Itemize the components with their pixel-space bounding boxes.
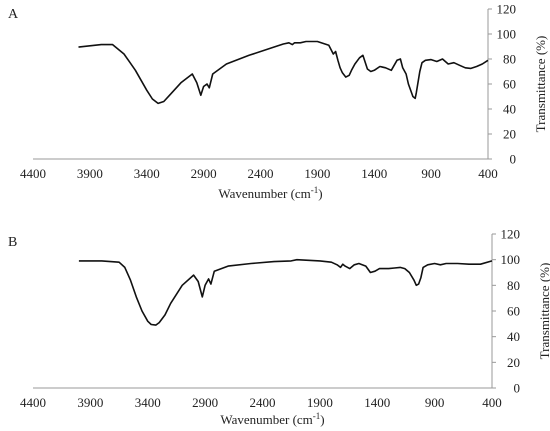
x-axis-title-main: Wavenumber (cm bbox=[220, 412, 312, 427]
y-tick-label: 120 bbox=[501, 227, 521, 242]
y-tick-label: 20 bbox=[503, 127, 516, 142]
x-tick-label: 900 bbox=[421, 166, 441, 181]
x-axis-title: Wavenumber (cm-1) bbox=[220, 411, 324, 427]
x-tick-label: 1400 bbox=[364, 395, 390, 410]
x-tick-label: 2400 bbox=[250, 395, 276, 410]
y-tick-label: 80 bbox=[503, 52, 516, 67]
x-tick-label: 2400 bbox=[248, 166, 274, 181]
y-axis-title: Transmittance (%) bbox=[533, 36, 548, 133]
x-axis-title-tail: ) bbox=[320, 412, 324, 427]
x-tick-label: 900 bbox=[425, 395, 445, 410]
x-tick-label: 400 bbox=[482, 395, 502, 410]
x-tick-label: 1400 bbox=[361, 166, 387, 181]
chart-panel-b: B 4400 3900 3400 2900 2400 1900 1400 900 400 0 20 40… bbox=[8, 227, 550, 428]
x-axis-title-main: Wavenumber (cm bbox=[218, 186, 310, 201]
x-axis-title-sup: -1 bbox=[313, 411, 321, 421]
y-tick-label: 80 bbox=[507, 278, 520, 293]
x-tick-label: 1900 bbox=[307, 395, 333, 410]
x-tick-label: 1900 bbox=[304, 166, 330, 181]
x-tick-label: 2900 bbox=[191, 166, 217, 181]
x-tick-label: 4400 bbox=[20, 395, 46, 410]
x-tick-label: 3400 bbox=[135, 395, 161, 410]
y-tick-label: 120 bbox=[497, 2, 517, 17]
x-tick-label: 3900 bbox=[77, 166, 103, 181]
y-tick-label: 60 bbox=[503, 77, 516, 92]
panel-label: B bbox=[8, 235, 17, 250]
y-tick-label: 100 bbox=[501, 252, 521, 267]
x-tick-label: 400 bbox=[478, 166, 498, 181]
y-tick-label: 0 bbox=[510, 152, 517, 167]
y-tick-label: 20 bbox=[507, 355, 520, 370]
y-tick-label: 40 bbox=[503, 102, 516, 117]
y-tick-label: 60 bbox=[507, 304, 520, 319]
y-tick-label: 0 bbox=[514, 381, 521, 396]
x-tick-label: 2900 bbox=[192, 395, 218, 410]
series-line-1 bbox=[78, 258, 493, 326]
y-tick-label: 100 bbox=[497, 27, 517, 42]
x-axis-title: Wavenumber (cm-1) bbox=[218, 185, 322, 201]
panel-label: A bbox=[8, 7, 19, 22]
x-axis-title-tail: ) bbox=[318, 186, 322, 201]
x-tick-label: 3400 bbox=[134, 166, 160, 181]
x-tick-label: 4400 bbox=[20, 166, 46, 181]
y-tick-label: 40 bbox=[507, 329, 520, 344]
x-tick-label: 3900 bbox=[77, 395, 103, 410]
chart-panel-a: A 4400 3900 3400 2900 2400 1900 1400 900 400 0 20 40… bbox=[8, 2, 548, 202]
x-axis-title-sup: -1 bbox=[311, 185, 319, 195]
y-axis-title: Transmittance (%) bbox=[537, 263, 550, 360]
series-line-1 bbox=[78, 40, 489, 105]
